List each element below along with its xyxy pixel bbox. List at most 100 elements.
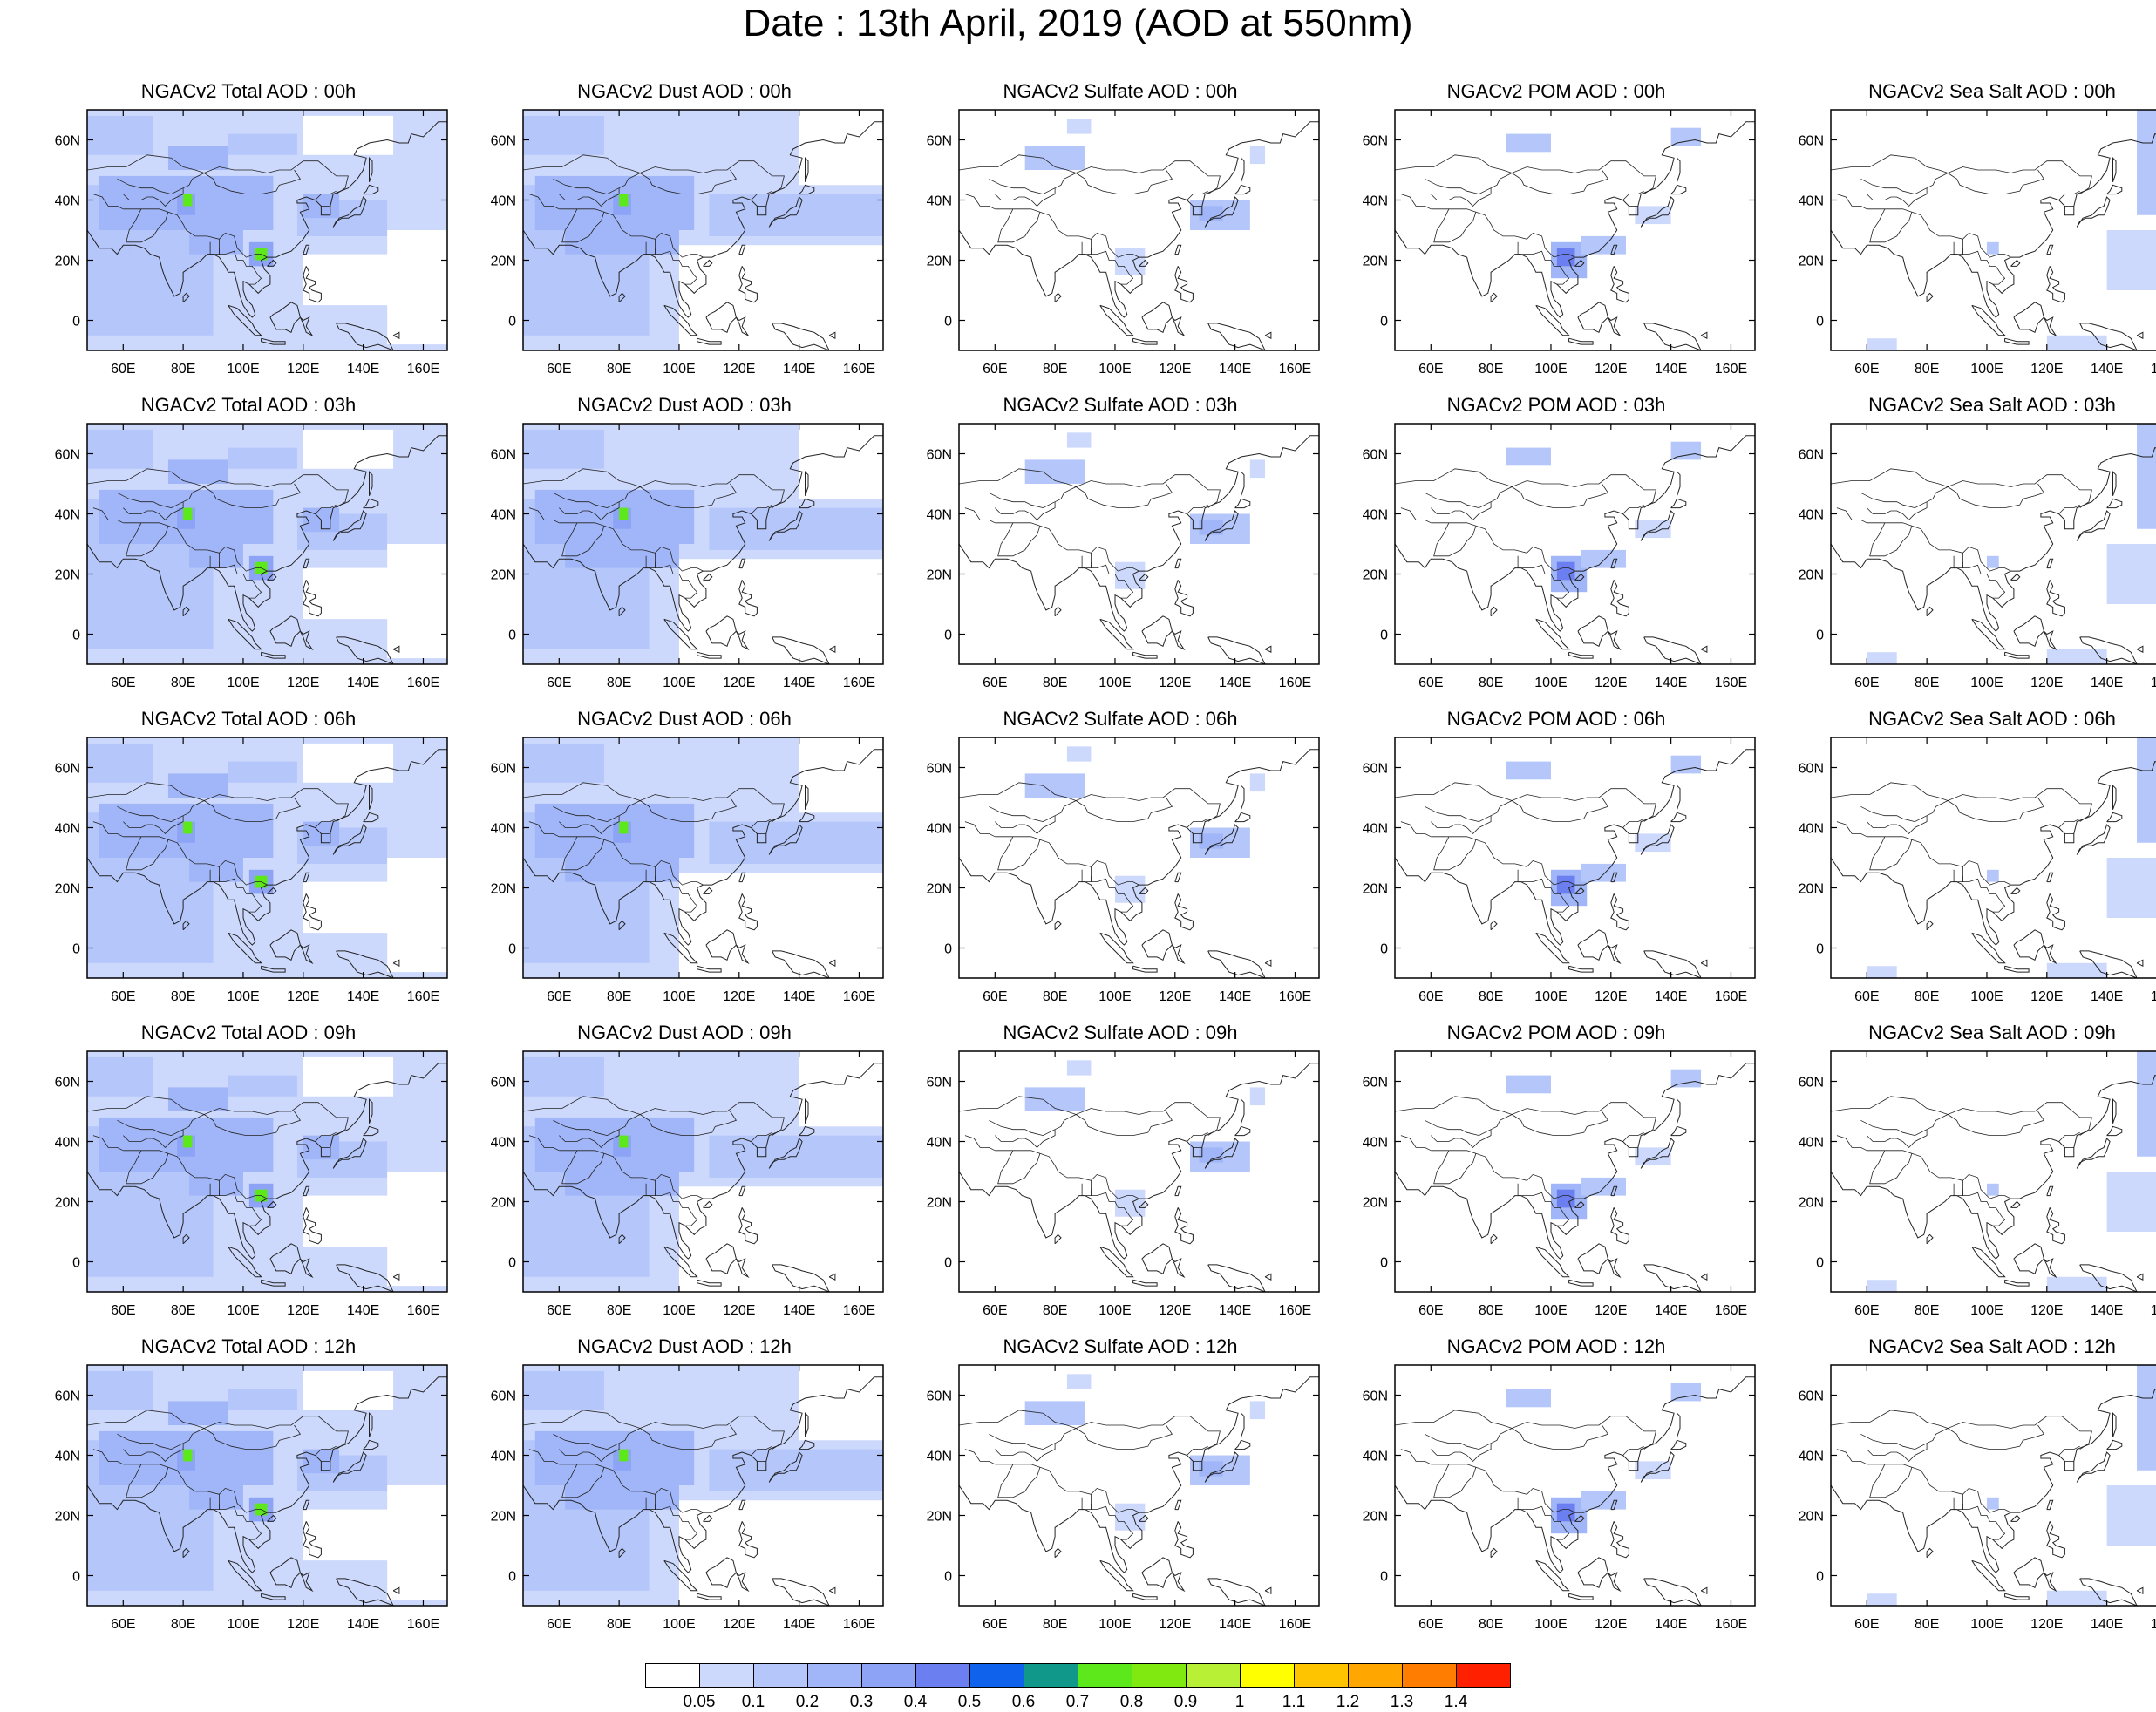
- aod-cell: [1066, 1374, 1092, 1389]
- coastline: [768, 824, 803, 855]
- aod-cell: [1581, 1177, 1627, 1196]
- lat-tick-label: 60N: [1363, 448, 1388, 463]
- country-border: [751, 190, 772, 200]
- panel-title: NGACv2 Dust AOD : 12h: [577, 1335, 792, 1357]
- panel-title: NGACv2 Sea Salt AOD : 06h: [1868, 708, 2116, 730]
- lat-tick-label: 40N: [1363, 1136, 1388, 1151]
- coastline: [1490, 920, 1498, 931]
- country-border: [559, 1150, 704, 1199]
- coastline: [182, 1547, 190, 1559]
- aod-cell: [2106, 858, 2156, 918]
- lon-tick-label: 120E: [2030, 676, 2063, 690]
- coastline: [299, 1258, 314, 1279]
- map-panel-dust-12h: NGACv2 Dust AOD : 12h 60E 80E 100E 120E 140E 1…: [479, 1335, 889, 1632]
- colorbar-swatch: [915, 1663, 970, 1688]
- country-border: [559, 194, 595, 200]
- map-panel-pom-12h: NGACv2 POM AOD : 12h 60E 80E 100E 120E 140E 16…: [1351, 1335, 1761, 1632]
- country-border: [209, 1497, 220, 1510]
- lat-tick-label: 20N: [1799, 1196, 1824, 1211]
- coastline: [1207, 323, 1266, 350]
- coastline: [1607, 1572, 1622, 1593]
- map-panel-sulfate-12h: NGACv2 Sulfate AOD : 12h 60E 80E 100E 120E 14…: [915, 1335, 1325, 1632]
- lon-tick-label: 120E: [287, 989, 319, 1004]
- aod-cell: [167, 146, 228, 170]
- coastline: [697, 337, 722, 345]
- lon-tick-label: 100E: [1098, 362, 1131, 377]
- lat-tick-label: 0: [508, 315, 516, 329]
- coastline: [1132, 1593, 1158, 1600]
- aod-cell: [1986, 241, 1999, 255]
- country-border: [1953, 869, 1963, 882]
- country-border: [182, 1111, 302, 1136]
- coastline: [1670, 812, 1687, 823]
- coastline: [2010, 887, 2021, 894]
- coastline: [2079, 636, 2138, 664]
- coastline: [1568, 1593, 1594, 1600]
- coastline: [705, 615, 737, 648]
- map-plot: 60E 80E 100E 120E 140E 160E 60N 40N 20N 0: [1363, 737, 1756, 1004]
- aod-cell: [2106, 544, 2156, 604]
- lon-tick-label: 100E: [663, 1617, 695, 1632]
- coastline: [705, 1243, 737, 1275]
- colorbar-swatch: [1240, 1663, 1295, 1688]
- aod-cell: [619, 1449, 629, 1462]
- coastline: [697, 965, 722, 973]
- country-border: [159, 1443, 184, 1462]
- country-border: [1831, 782, 2092, 822]
- country-border: [595, 501, 620, 520]
- coastlines: [523, 435, 883, 664]
- colorbar-label: 0.9: [1173, 1693, 1198, 1711]
- coastline: [392, 645, 400, 654]
- aod-cell: [1024, 773, 1085, 798]
- country-border: [1466, 1443, 1492, 1462]
- country-border: [561, 836, 605, 871]
- coastline: [1610, 580, 1629, 617]
- lon-tick-label: 100E: [1098, 676, 1131, 690]
- aod-field: [959, 110, 1319, 350]
- plot-frame: [86, 109, 448, 351]
- country-border: [1517, 1183, 1527, 1196]
- aod-cell: [1199, 1147, 1223, 1163]
- coastline: [1099, 1246, 1134, 1278]
- coastline: [369, 470, 373, 496]
- coastline: [1395, 1376, 1755, 1573]
- country-border: [1431, 1464, 1575, 1513]
- colorbar-swatch: [1078, 1663, 1132, 1688]
- country-border: [959, 468, 1221, 508]
- country-border: [561, 208, 605, 243]
- coastline: [2076, 1138, 2111, 1169]
- aod-cell: [1066, 432, 1092, 448]
- lat-tick-label: 20N: [1363, 882, 1388, 897]
- aod-cell: [228, 1389, 297, 1410]
- coastline: [1234, 184, 1251, 195]
- aod-cell: [228, 1075, 297, 1097]
- lon-tick-label: 60E: [547, 1617, 571, 1632]
- country-border: [117, 1433, 184, 1450]
- aod-cell: [523, 429, 604, 469]
- country-border: [117, 805, 184, 823]
- colorbar-swatch: [969, 1663, 1024, 1688]
- aod-cell: [228, 761, 297, 783]
- coastlines: [1831, 761, 2156, 978]
- country-border: [117, 178, 184, 195]
- country-border: [1836, 821, 1867, 838]
- country-border: [995, 507, 1031, 514]
- country-border: [92, 821, 124, 838]
- coastline: [1099, 1559, 1134, 1592]
- lat-tick-label: 40N: [491, 1136, 516, 1151]
- coastline: [303, 872, 310, 883]
- country-border: [751, 1131, 772, 1142]
- lon-tick-label: 100E: [227, 989, 259, 1004]
- lat-tick-label: 40N: [491, 508, 516, 523]
- lat-tick-label: 40N: [1799, 822, 1824, 837]
- coastline: [267, 1200, 277, 1208]
- country-border: [219, 866, 262, 913]
- aod-field: [959, 1365, 1319, 1606]
- panel-title: NGACv2 Total AOD : 00h: [140, 80, 357, 102]
- map-panel-sulfate-09h: NGACv2 Sulfate AOD : 09h 60E 80E 100E 120E 14…: [915, 1022, 1325, 1318]
- colorbar-label: 1: [1234, 1693, 1245, 1711]
- aod-cell: [1670, 441, 1702, 460]
- coastline: [703, 259, 713, 267]
- country-border: [2058, 190, 2080, 200]
- lat-tick-label: 20N: [1799, 255, 1824, 269]
